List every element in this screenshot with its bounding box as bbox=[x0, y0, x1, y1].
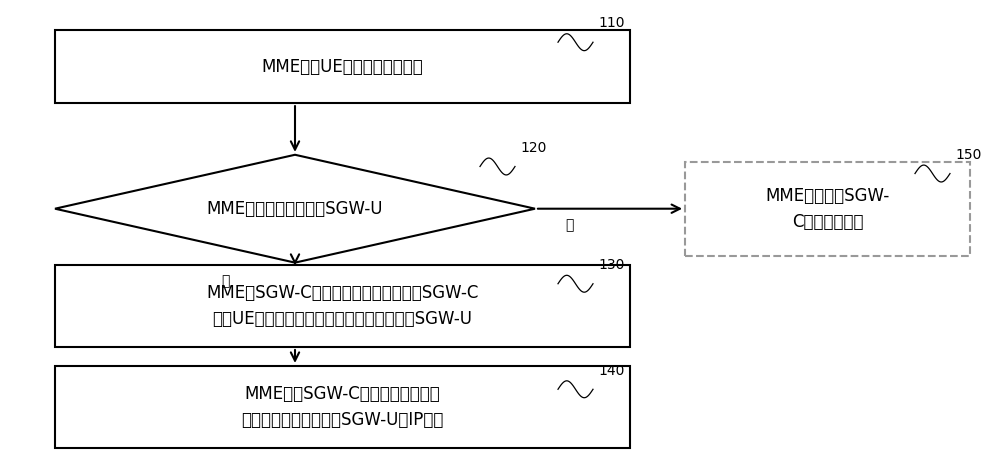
FancyBboxPatch shape bbox=[55, 366, 630, 448]
Text: MME判断是否需要重选SGW-U: MME判断是否需要重选SGW-U bbox=[207, 200, 383, 218]
Text: 否: 否 bbox=[565, 218, 573, 232]
Text: 150: 150 bbox=[955, 148, 981, 162]
Text: 130: 130 bbox=[598, 258, 624, 272]
FancyBboxPatch shape bbox=[685, 162, 970, 256]
Text: 120: 120 bbox=[520, 141, 546, 155]
Text: MME向SGW-C发送承载修改请求，以便SGW-C
根据UE的位置信息和当前网络状态选择目标SGW-U: MME向SGW-C发送承载修改请求，以便SGW-C 根据UE的位置信息和当前网络… bbox=[206, 284, 479, 328]
Text: 110: 110 bbox=[598, 16, 625, 30]
Text: MME接收UE的移动性会话请求: MME接收UE的移动性会话请求 bbox=[262, 58, 423, 76]
Text: 140: 140 bbox=[598, 363, 624, 378]
Text: MME不需要向SGW-
C发起会话流程: MME不需要向SGW- C发起会话流程 bbox=[765, 187, 890, 231]
Polygon shape bbox=[55, 155, 535, 263]
Text: 是: 是 bbox=[221, 274, 229, 288]
FancyBboxPatch shape bbox=[55, 30, 630, 103]
Text: MME接收SGW-C的承载修改响应，
承载修改响应包括目标SGW-U的IP地址: MME接收SGW-C的承载修改响应， 承载修改响应包括目标SGW-U的IP地址 bbox=[241, 385, 444, 429]
FancyBboxPatch shape bbox=[55, 265, 630, 347]
